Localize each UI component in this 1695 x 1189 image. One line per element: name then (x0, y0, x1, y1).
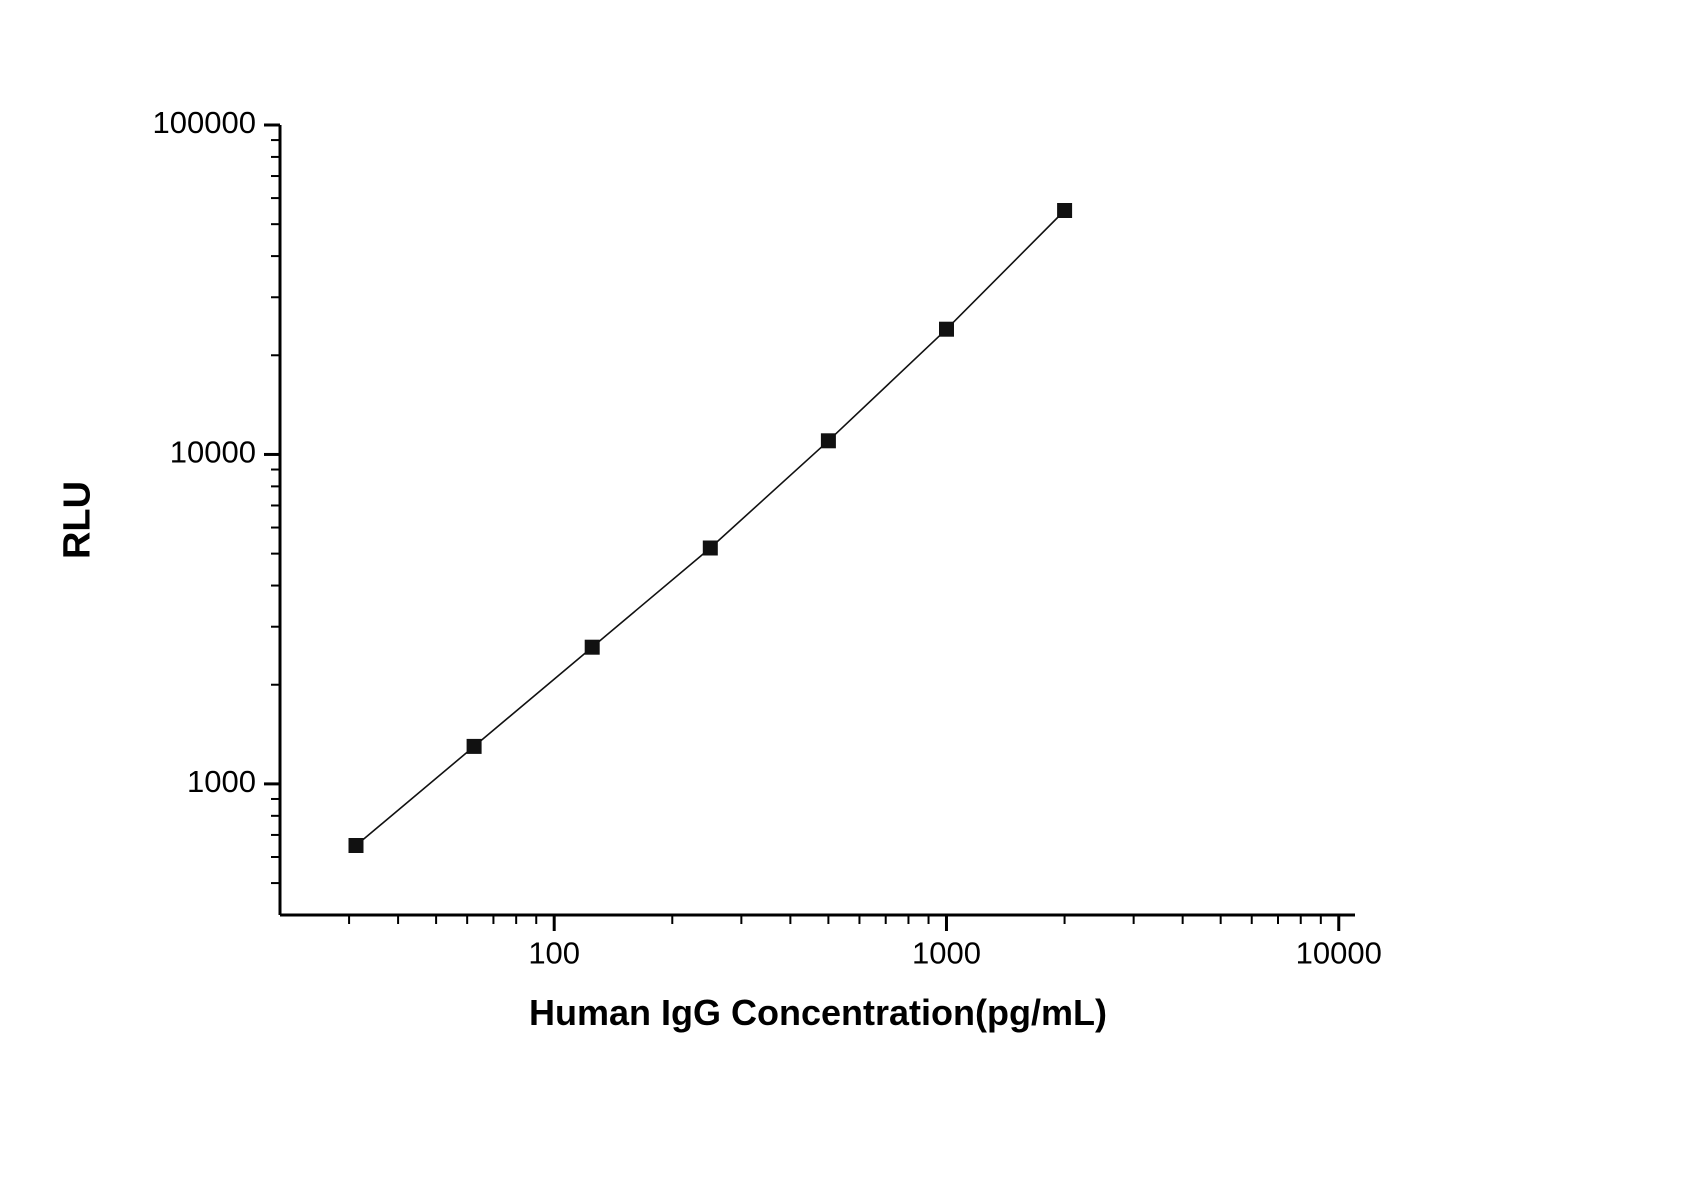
data-point (466, 738, 482, 754)
data-series (348, 203, 1073, 853)
data-point (1057, 203, 1073, 218)
y-axis-title: RLU (56, 480, 99, 560)
y-axis: 1000 10000 100000 (153, 105, 282, 915)
y-tick-label: 10000 (170, 435, 256, 470)
data-point (702, 540, 718, 556)
data-point (820, 433, 836, 449)
data-point (939, 321, 954, 337)
x-tick-label: 10000 (1296, 935, 1382, 970)
data-point (348, 838, 364, 853)
data-point (584, 639, 600, 655)
y-tick-label: 100000 (153, 105, 256, 140)
y-tick-label: 1000 (187, 764, 256, 799)
x-axis: 100 1000 10000 (280, 913, 1382, 970)
x-axis-title: Human IgG Concentration(pg/mL) (529, 992, 1107, 1033)
x-tick-label: 1000 (912, 935, 981, 970)
x-tick-label: 100 (528, 935, 580, 970)
